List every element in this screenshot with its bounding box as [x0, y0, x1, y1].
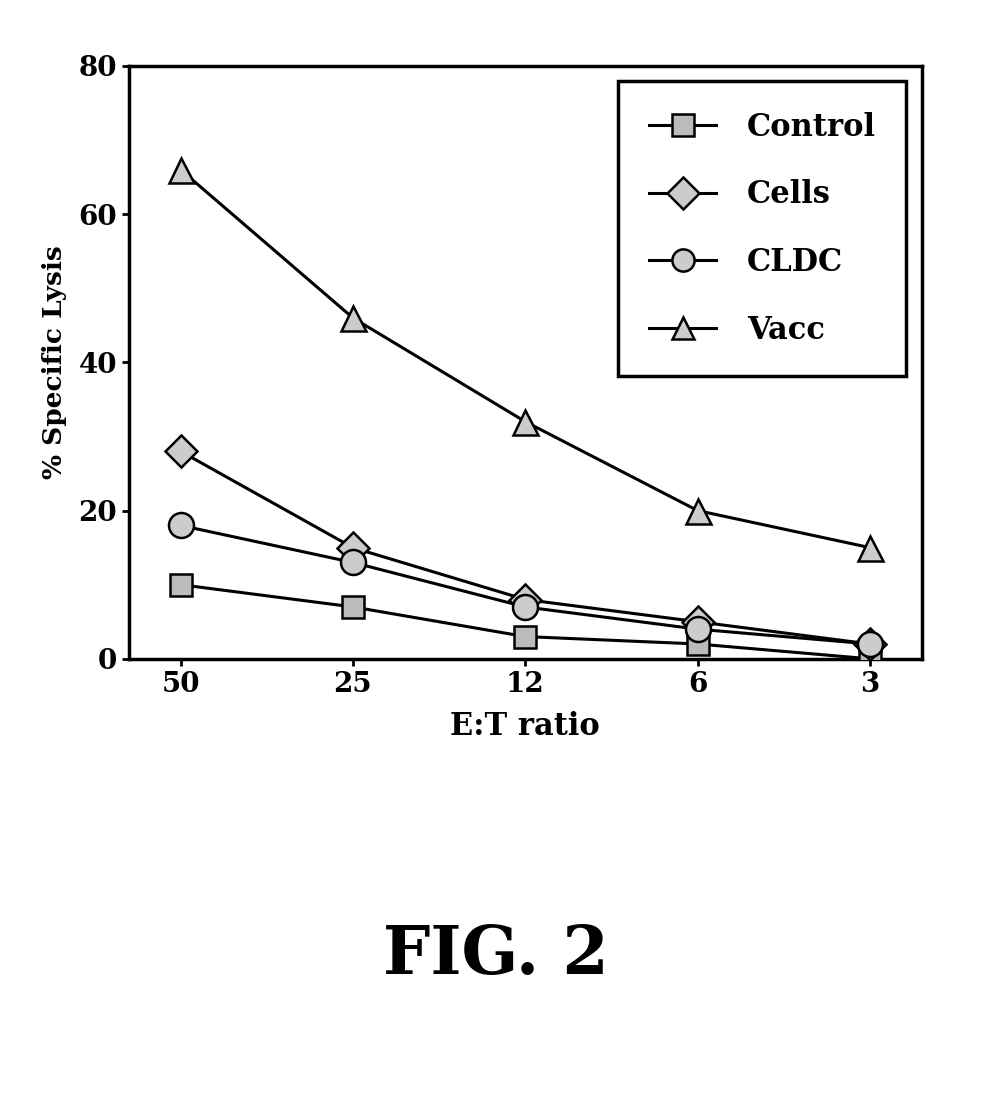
Y-axis label: % Specific Lysis: % Specific Lysis [43, 246, 67, 479]
Legend: Control, Cells, CLDC, Vacc: Control, Cells, CLDC, Vacc [618, 81, 907, 377]
Text: FIG. 2: FIG. 2 [383, 922, 608, 988]
X-axis label: E:T ratio: E:T ratio [450, 712, 601, 742]
